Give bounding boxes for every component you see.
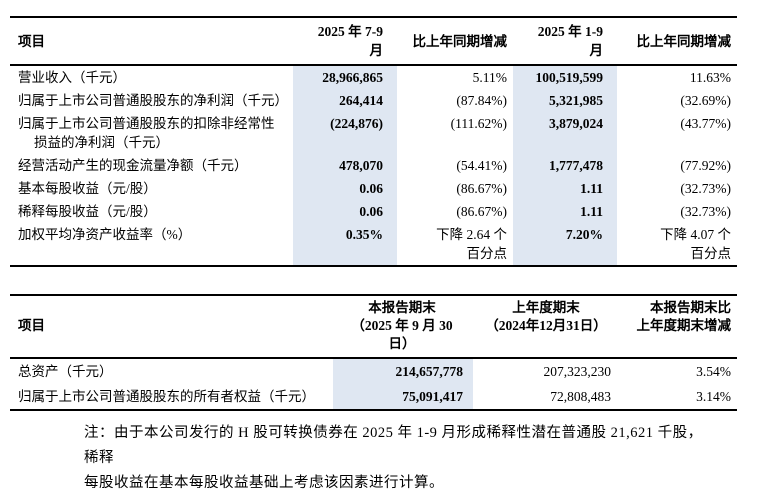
column-header-ytd-change: 比上年同期增减 <box>617 17 737 66</box>
q3-value-cell: 0.06 <box>293 200 397 223</box>
ytd-value-cell: 1.11 <box>513 200 617 223</box>
ytd-change-cell: (43.77%) <box>680 116 731 131</box>
footnote: 注：由于本公司发行的 H 股可转换债券在 2025 年 1-9 月形成稀释性潜在… <box>84 425 703 491</box>
ytd-value-cell: 7.20% <box>513 223 617 266</box>
column-header-ytd-period: 2025 年 1-9 月 <box>513 17 617 66</box>
table1-header-row: 项目 2025 年 7-9 月 比上年同期增减 2025 年 1-9 月 比上年… <box>10 17 737 66</box>
column-header-prior-year-end: 上年度期末 （2024年12月31日） <box>473 295 617 359</box>
ytd-change-cell: 11.63% <box>689 70 731 85</box>
column-header-period-change: 本报告期末比 上年度期末增减 <box>617 295 737 359</box>
row-label-cell: 经营活动产生的现金流量净额（千元） <box>18 158 248 173</box>
q3-change-cell: (111.62%) <box>450 116 507 131</box>
q3-value-cell: 264,414 <box>293 89 397 112</box>
prior-year-end-value-cell: 207,323,230 <box>543 364 612 379</box>
ytd-change-cell: (77.92%) <box>680 158 731 173</box>
ytd-change-cell: 下降 4.07 个 百分点 <box>660 227 731 261</box>
change-cell: 3.14% <box>696 389 731 404</box>
change-cell: 3.54% <box>696 364 731 379</box>
column-header-item: 项目 <box>10 295 333 359</box>
row-label-cell: 归属于上市公司普通股股东的扣除非经常性 损益的净利润（千元） <box>18 116 275 150</box>
row-label-cell: 营业收入（千元） <box>18 70 126 85</box>
quarterly-results-table: 项目 2025 年 7-9 月 比上年同期增减 2025 年 1-9 月 比上年… <box>10 16 737 267</box>
ytd-change-cell: (32.73%) <box>680 181 731 196</box>
q3-change-cell: (87.84%) <box>456 93 507 108</box>
ytd-value-cell: 100,519,599 <box>513 65 617 89</box>
row-label-cell: 总资产（千元） <box>18 364 113 379</box>
table-row-shareholders-equity: 归属于上市公司普通股股东的所有者权益（千元） 75,091,417 72,808… <box>10 384 737 410</box>
table-row-basic-eps: 基本每股收益（元/股） 0.06 (86.67%) 1.11 (32.73%) <box>10 177 737 200</box>
table-row-revenue: 营业收入（千元） 28,966,865 5.11% 100,519,599 11… <box>10 65 737 89</box>
column-header-item: 项目 <box>10 17 293 66</box>
table-row-net-profit: 归属于上市公司普通股股东的净利润（千元） 264,414 (87.84%) 5,… <box>10 89 737 112</box>
period-end-value-cell: 75,091,417 <box>333 384 473 410</box>
column-header-period-end: 本报告期末 （2025 年 9 月 30 日） <box>333 295 473 359</box>
ytd-change-cell: (32.73%) <box>680 204 731 219</box>
q3-value-cell: 478,070 <box>293 154 397 177</box>
row-label-cell: 稀释每股收益（元/股） <box>18 204 157 219</box>
ytd-change-cell: (32.69%) <box>680 93 731 108</box>
row-label-cell: 基本每股收益（元/股） <box>18 181 157 196</box>
row-label-cell: 归属于上市公司普通股股东的所有者权益（千元） <box>18 389 315 404</box>
column-header-q3-change: 比上年同期增减 <box>397 17 513 66</box>
period-end-value-cell: 214,657,778 <box>333 358 473 384</box>
row-label-cell: 归属于上市公司普通股股东的净利润（千元） <box>18 93 288 108</box>
q3-change-cell: 5.11% <box>472 70 507 85</box>
prior-year-end-value-cell: 72,808,483 <box>550 389 611 404</box>
balance-sheet-table: 项目 本报告期末 （2025 年 9 月 30 日） 上年度期末 （2024年1… <box>10 294 737 411</box>
q3-change-cell: (86.67%) <box>456 204 507 219</box>
table-row-total-assets: 总资产（千元） 214,657,778 207,323,230 3.54% <box>10 358 737 384</box>
table-row-operating-cash-flow: 经营活动产生的现金流量净额（千元） 478,070 (54.41%) 1,777… <box>10 154 737 177</box>
row-label-cell: 加权平均净资产收益率（%） <box>18 227 192 242</box>
table2-header-row: 项目 本报告期末 （2025 年 9 月 30 日） 上年度期末 （2024年1… <box>10 295 737 359</box>
q3-change-cell: (54.41%) <box>456 158 507 173</box>
q3-change-cell: (86.67%) <box>456 181 507 196</box>
q3-value-cell: 0.06 <box>293 177 397 200</box>
ytd-value-cell: 1.11 <box>513 177 617 200</box>
table-row-weighted-avg-roe: 加权平均净资产收益率（%） 0.35% 下降 2.64 个 百分点 7.20% … <box>10 223 737 266</box>
table-row-net-profit-excl-nonrecurring: 归属于上市公司普通股股东的扣除非经常性 损益的净利润（千元） (224,876)… <box>10 112 737 154</box>
q3-value-cell: 28,966,865 <box>293 65 397 89</box>
ytd-value-cell: 1,777,478 <box>513 154 617 177</box>
q3-value-cell: 0.35% <box>293 223 397 266</box>
table-row-diluted-eps: 稀释每股收益（元/股） 0.06 (86.67%) 1.11 (32.73%) <box>10 200 737 223</box>
ytd-value-cell: 3,879,024 <box>513 112 617 154</box>
q3-change-cell: 下降 2.64 个 百分点 <box>436 227 507 261</box>
ytd-value-cell: 5,321,985 <box>513 89 617 112</box>
q3-value-cell: (224,876) <box>293 112 397 154</box>
column-header-q3-period: 2025 年 7-9 月 <box>293 17 397 66</box>
